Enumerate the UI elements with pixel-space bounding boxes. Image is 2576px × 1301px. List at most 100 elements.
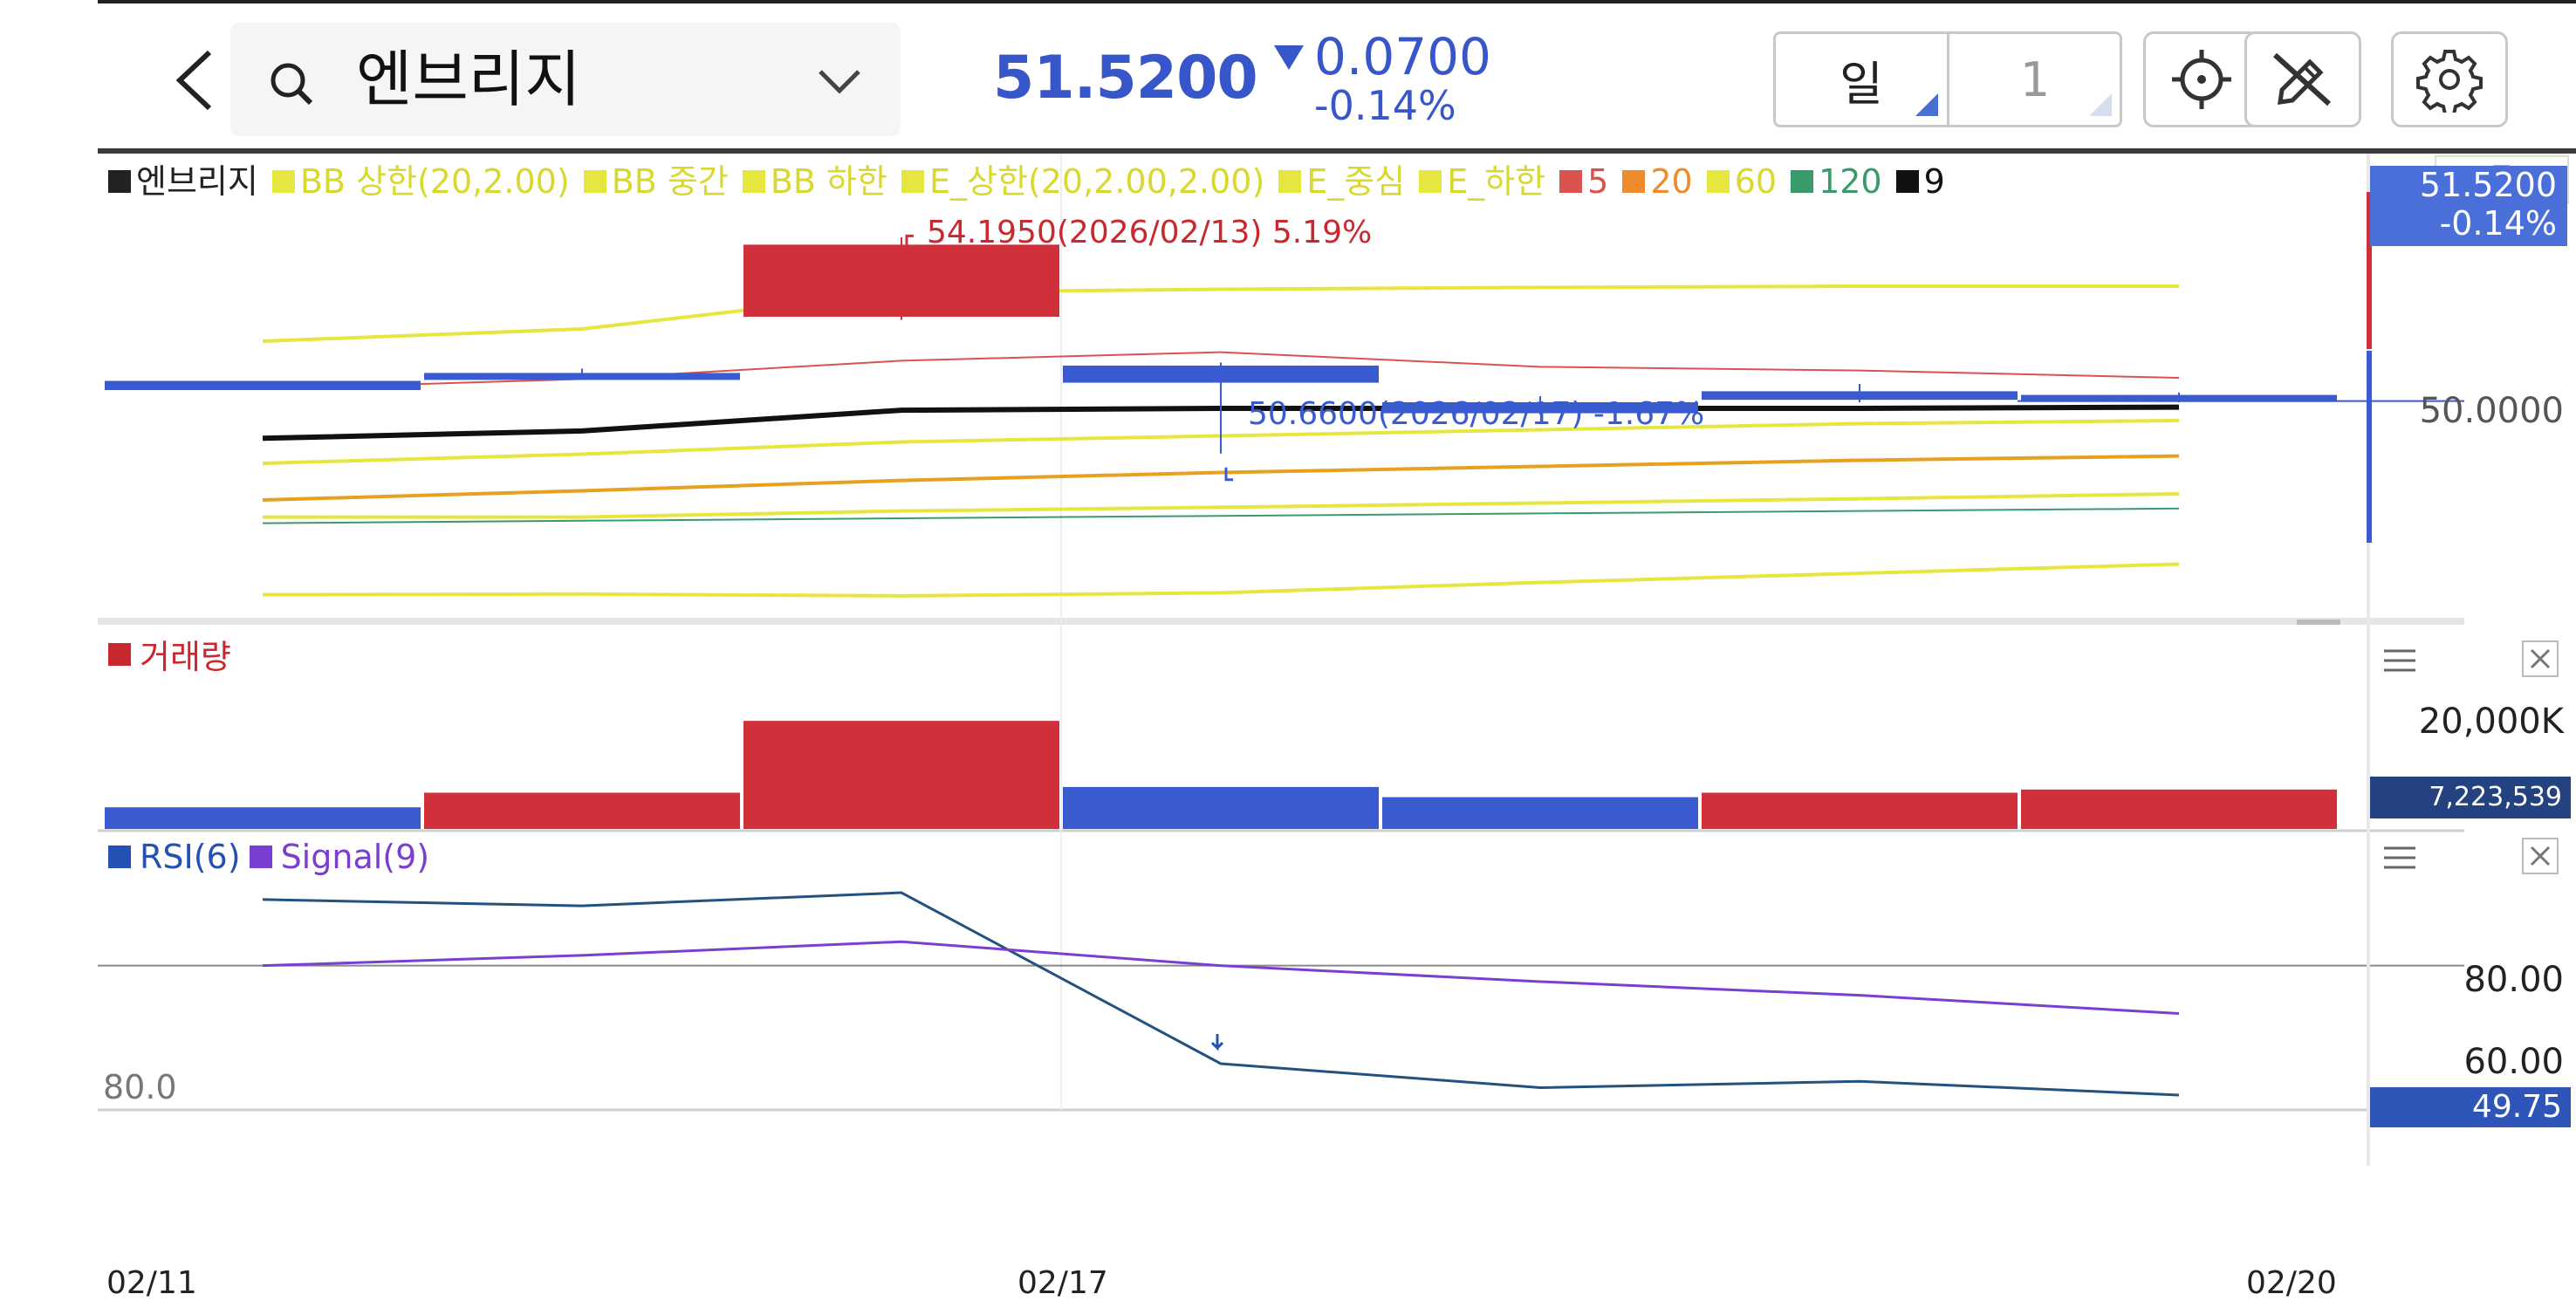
rsi-line-RSI(6): [262, 891, 2180, 1097]
candle-body: [105, 380, 421, 390]
legend-swatch: [1895, 170, 1919, 193]
rsi-tick-80: 80.00: [2463, 960, 2564, 1000]
legend-item: 9: [1895, 161, 1945, 202]
candle-body: [743, 244, 1059, 317]
price-change-percent: -0.14%: [1314, 82, 1456, 129]
right-axis-panel: 7 50.0000 20,000K 80.00 60.00: [2367, 154, 2576, 1166]
legend-label: E_하한: [1447, 162, 1546, 201]
period-value-label: 1: [2019, 51, 2051, 107]
signal-legend-label: Signal(9): [280, 838, 430, 876]
top-bar: 엔브리지 51.5200 0.0700 -0.14% 일 1: [98, 0, 2576, 154]
current-price: 51.5200: [993, 44, 1258, 113]
legend-swatch: [271, 170, 295, 193]
legend-swatch: [1791, 170, 1814, 193]
period-selector: 일 1: [1773, 31, 2122, 127]
drawing-tools-button[interactable]: [2244, 31, 2361, 127]
high-marker-icon: [905, 234, 914, 249]
legend-swatch: [249, 846, 272, 868]
legend-label: BB 하한: [770, 162, 887, 201]
menu-icon[interactable]: [2382, 647, 2417, 674]
panel-separator: [98, 618, 2464, 625]
price-tag-percent: -0.14%: [2439, 204, 2557, 243]
legend-item: E_중심: [1278, 161, 1405, 202]
crosshair-button[interactable]: [2143, 31, 2260, 127]
rsi-legend-label: RSI(6): [140, 838, 241, 876]
legend-label: BB 중간: [611, 162, 729, 201]
date-label-start: 02/11: [106, 1265, 197, 1301]
close-icon[interactable]: [2522, 640, 2559, 677]
chart-canvas[interactable]: [98, 154, 2464, 1166]
settings-button[interactable]: [2391, 31, 2508, 127]
legend-swatch: [108, 642, 131, 666]
legend-item: BB 하한: [742, 161, 887, 202]
price-tick-label: 50.0000: [2419, 391, 2564, 431]
legend-swatch: [901, 170, 924, 193]
date-label-end: 02/20: [2246, 1265, 2337, 1301]
volume-legend-label: 거래량: [140, 638, 231, 676]
volume-bar: [1063, 786, 1379, 829]
rsi-signal-arrow-icon: [1210, 1034, 1224, 1051]
chevron-down-icon: [819, 70, 860, 94]
search-icon: [271, 63, 313, 106]
chevron-left-icon: [175, 50, 212, 111]
rsi-legend: RSI(6) Signal(9): [108, 838, 429, 876]
main-chart-legend: 엔브리지 BB 상한(20,2.00) BB 중간 BB 하한 E_상한(20,2.00…: [108, 161, 1954, 202]
x-mark-icon: [2530, 846, 2551, 866]
overlay-line-120: [262, 507, 2180, 524]
stock-search-dropdown[interactable]: 엔브리지: [230, 23, 901, 136]
legend-swatch: [583, 170, 606, 193]
legend-item: BB 중간: [583, 161, 729, 202]
down-triangle-icon: [1274, 45, 1304, 70]
x-mark-icon: [2530, 648, 2551, 669]
chart-area[interactable]: 엔브리지 BB 상한(20,2.00) BB 중간 BB 하한 E_상한(20,2.00…: [98, 154, 2464, 1301]
drawing-off-icon: [2272, 52, 2332, 106]
close-icon[interactable]: [2522, 838, 2559, 874]
period-type-label: 일: [1840, 56, 1883, 112]
price-range-bar-down: [2367, 351, 2372, 543]
legend-label: 9: [1923, 162, 1945, 201]
legend-swatch: [1706, 170, 1730, 193]
resize-handle: [2297, 620, 2340, 625]
legend-swatch: [1278, 170, 1302, 193]
candle-body: [2021, 394, 2337, 402]
volume-value-tag: 7,223,539: [2370, 777, 2571, 818]
overlay-line-60: [263, 492, 2180, 519]
legend-item: E_하한: [1419, 161, 1545, 202]
low-annotation-text: 50.6600(2026/02/17) -1.67%: [1248, 396, 1705, 432]
legend-item: 5: [1559, 161, 1608, 202]
gear-icon: [2416, 50, 2483, 113]
rsi-line-Signal(9): [262, 940, 2180, 1016]
period-type-button[interactable]: 일: [1776, 34, 1949, 125]
legend-label: 엔브리지: [136, 162, 258, 201]
rsi-reference-label: 80.0: [103, 1068, 177, 1106]
low-marker-icon: [1224, 467, 1233, 482]
period-value-input[interactable]: 1: [1949, 34, 2120, 125]
legend-item: 60: [1706, 161, 1778, 202]
candle-body: [424, 373, 740, 380]
crosshair-icon: [2172, 50, 2231, 109]
legend-label: 60: [1734, 162, 1778, 201]
menu-icon[interactable]: [2382, 845, 2417, 871]
price-tag-value: 51.5200: [2419, 166, 2557, 204]
volume-bar: [105, 807, 421, 829]
rsi-value-tag: 49.75: [2370, 1087, 2571, 1127]
legend-swatch: [1419, 170, 1442, 193]
legend-label: BB 상한(20,2.00): [299, 162, 570, 201]
low-price-annotation: 50.6600(2026/02/17) -1.67%: [1248, 396, 1704, 432]
volume-bar: [1382, 797, 1698, 829]
legend-item: 20: [1622, 161, 1693, 202]
high-price-annotation: 54.1950(2026/02/13) 5.19%: [927, 215, 1372, 250]
legend-swatch: [1559, 170, 1583, 193]
legend-item: 엔브리지: [108, 161, 258, 202]
back-button[interactable]: [150, 38, 237, 122]
legend-swatch: [742, 170, 765, 193]
legend-label: 5: [1587, 162, 1609, 201]
legend-label: 120: [1819, 162, 1882, 201]
overlay-line-BB 상한(20,2.00): [262, 284, 2179, 343]
dropdown-corner-icon: [1915, 93, 1938, 116]
candle-body: [1063, 366, 1379, 383]
stock-name: 엔브리지: [356, 44, 581, 115]
overlay-line-20: [262, 454, 2180, 502]
legend-label: 20: [1650, 162, 1693, 201]
legend-swatch: [108, 846, 131, 868]
